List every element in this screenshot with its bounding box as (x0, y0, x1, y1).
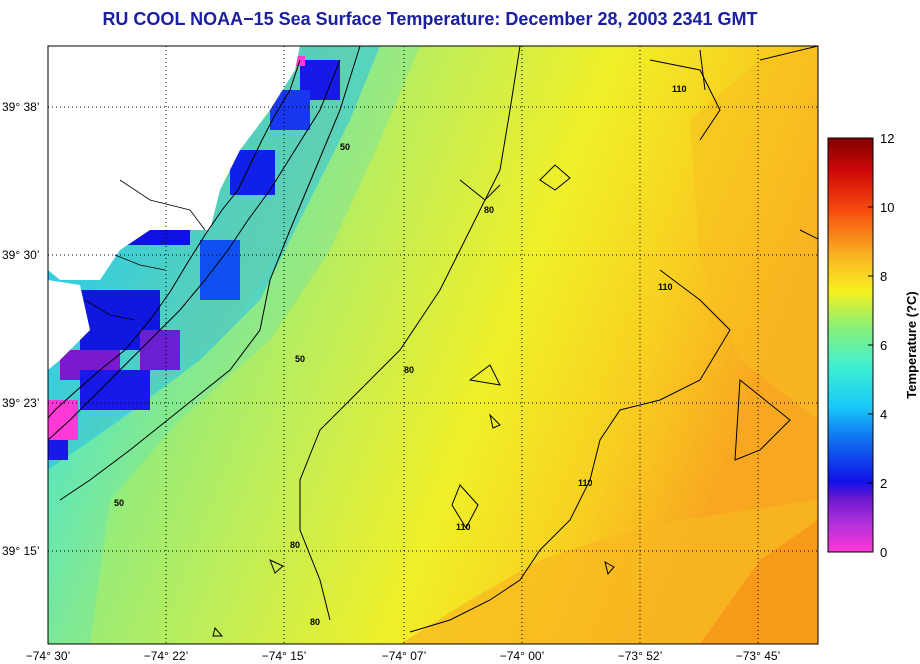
colorbar-tick-label: 2 (880, 476, 887, 491)
lat-tick-label: 39° 38’ (2, 100, 40, 114)
lat-tick-label: 39° 15’ (2, 544, 40, 558)
map-frame (47, 45, 819, 645)
grid-lines (48, 46, 818, 644)
land-mass (48, 46, 300, 280)
colorbar-tick-label: 4 (880, 407, 887, 422)
contour-label: 110 (578, 478, 593, 488)
lon-tick-label: −74° 00’ (500, 649, 545, 663)
figure-title: RU COOL NOAA−15 Sea Surface Temperature:… (102, 9, 758, 29)
colorbar-ticks (868, 137, 873, 553)
colorbar-tick-label: 8 (880, 269, 887, 284)
lon-tick-label: −74° 30’ (26, 649, 71, 663)
contour-label: 80 (290, 540, 300, 550)
lon-tick-label: −74° 22’ (144, 649, 189, 663)
colorbar-tick-label: 6 (880, 338, 887, 353)
colorbar: 0 2 4 6 8 10 12 Temperature (?C) (827, 131, 919, 560)
coastline (48, 59, 301, 419)
contour-label: 110 (658, 282, 673, 292)
contour-label: 80 (404, 365, 414, 375)
lon-tick-label: −74° 07’ (382, 649, 427, 663)
contour-label: 50 (340, 142, 350, 152)
contour-label: 110 (672, 84, 687, 94)
colorbar-tick-label: 12 (880, 131, 894, 146)
colorbar-label: Temperature (?C) (904, 291, 919, 398)
lat-tick-label: 39° 23’ (2, 396, 40, 410)
warm-water-area (400, 500, 818, 644)
contour-label: 80 (484, 205, 494, 215)
lon-tick-label: −73° 45’ (736, 649, 781, 663)
contour-50 (59, 46, 361, 501)
contour-label: 50 (295, 354, 305, 364)
contour-label: 80 (310, 617, 320, 627)
contour-80 (299, 46, 521, 621)
lat-tick-label: 39° 30’ (2, 248, 40, 262)
lon-tick-label: −74° 15’ (262, 649, 307, 663)
colorbar-scale (827, 137, 874, 553)
contour-lines (59, 46, 818, 637)
contour-label: 50 (114, 498, 124, 508)
colorbar-tick-label: 0 (880, 545, 887, 560)
barrier-island-outline (48, 59, 341, 441)
sst-field: 50 50 50 80 80 80 80 110 110 110 110 (48, 46, 818, 644)
contour-label: 110 (456, 522, 471, 532)
colorbar-tick-label: 10 (880, 200, 894, 215)
lon-tick-label: −73° 52’ (618, 649, 663, 663)
